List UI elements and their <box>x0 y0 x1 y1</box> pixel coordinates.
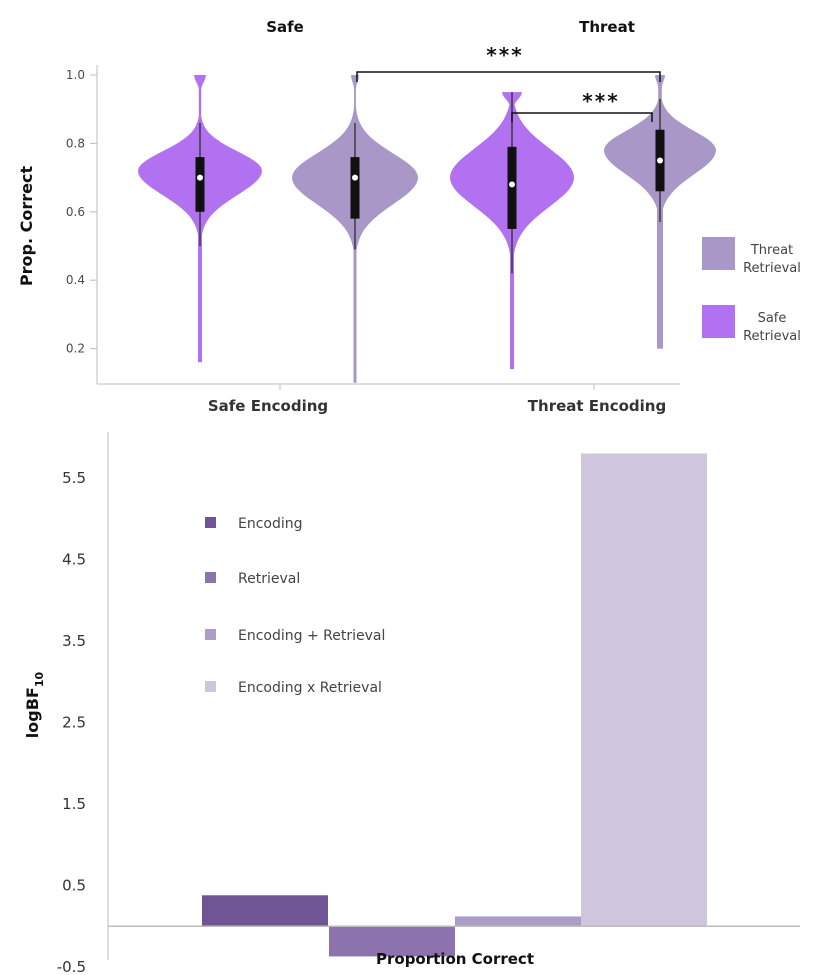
violin-iqr-box <box>507 146 517 229</box>
violin-panel: Safe Threat 1.0 0.8 0.6 0.4 0.2 Prop. Correc… <box>17 18 801 415</box>
violin-legend: Threat Retrieval Safe Retrieval <box>702 237 801 344</box>
significance-brackets: *** *** <box>356 43 661 122</box>
bar-y-tick-label: -0.5 <box>57 958 86 975</box>
bar-y-tick-label: 5.5 <box>62 469 86 487</box>
violin-median <box>197 174 203 181</box>
bar-y-label: logBF10 <box>23 671 46 738</box>
violin-median <box>657 157 663 164</box>
violin-iqr-box <box>195 157 205 212</box>
violins <box>138 75 716 383</box>
violin-median <box>509 181 515 188</box>
bars <box>202 453 707 957</box>
significance-bracket <box>356 71 661 82</box>
bar-y-tick-label: 3.5 <box>62 632 86 650</box>
bar-2 <box>329 926 455 957</box>
bar-legend-swatch <box>205 572 216 583</box>
bar-legend-label: Retrieval <box>238 571 300 587</box>
bar-legend-swatch <box>205 629 216 640</box>
legend-swatch-threat-retrieval <box>702 237 735 270</box>
legend-swatch-safe-retrieval <box>702 305 735 338</box>
significance-label: *** <box>486 43 523 67</box>
violin-y-tick-label: 0.8 <box>66 136 85 150</box>
bar-y-tick-label: 1.5 <box>62 795 86 813</box>
significance-label: *** <box>582 89 619 113</box>
violin-y-label: Prop. Correct <box>17 166 36 287</box>
bar-3 <box>455 916 581 927</box>
bar-legend-label: Encoding <box>238 516 303 532</box>
bar-legend-label: Encoding + Retrieval <box>238 628 385 644</box>
bar-legend-label: Encoding x Retrieval <box>238 680 382 696</box>
bar-y-tick-label: 2.5 <box>62 714 86 732</box>
violin-iqr-box <box>350 157 360 219</box>
bar-y-tick-label: 0.5 <box>62 877 86 895</box>
bar-y-tick-label: 4.5 <box>62 551 86 569</box>
legend-label-safe-retrieval: Safe Retrieval <box>743 311 801 344</box>
legend-label-threat-retrieval: Threat Retrieval <box>743 243 801 276</box>
violin-y-tick-label: 0.4 <box>66 273 85 287</box>
bar-x-label: Proportion Correct <box>376 950 534 968</box>
bar-y-axis: 5.5 4.5 3.5 2.5 1.5 0.5 -0.5 <box>57 469 86 975</box>
significance-bracket <box>511 112 653 122</box>
violin-y-tick-label: 0.6 <box>66 205 85 219</box>
bar-legend: Encoding Retrieval Encoding + Retrieval Enc… <box>205 516 385 696</box>
bar-legend-swatch <box>205 681 216 692</box>
bar-y-label-subscript: 10 <box>33 671 46 687</box>
x-group-label-safe-encoding: Safe Encoding <box>208 397 328 415</box>
bar-4 <box>581 453 707 927</box>
bar-y-label-main: logBF <box>23 687 42 738</box>
bar-panel: 5.5 4.5 3.5 2.5 1.5 0.5 -0.5 Encoding Retrieval… <box>23 432 800 975</box>
bar-legend-swatch <box>205 517 216 528</box>
x-group-label-threat-encoding: Threat Encoding <box>528 397 666 415</box>
violin-y-tick-label: 0.2 <box>66 342 85 356</box>
bar-1 <box>202 895 328 927</box>
violin-y-tick-label: 1.0 <box>66 68 85 82</box>
panel-title-threat: Threat <box>579 18 635 36</box>
violin-y-axis: 1.0 0.8 0.6 0.4 0.2 <box>66 68 97 356</box>
panel-title-safe: Safe <box>266 18 304 36</box>
violin-median <box>352 174 358 181</box>
